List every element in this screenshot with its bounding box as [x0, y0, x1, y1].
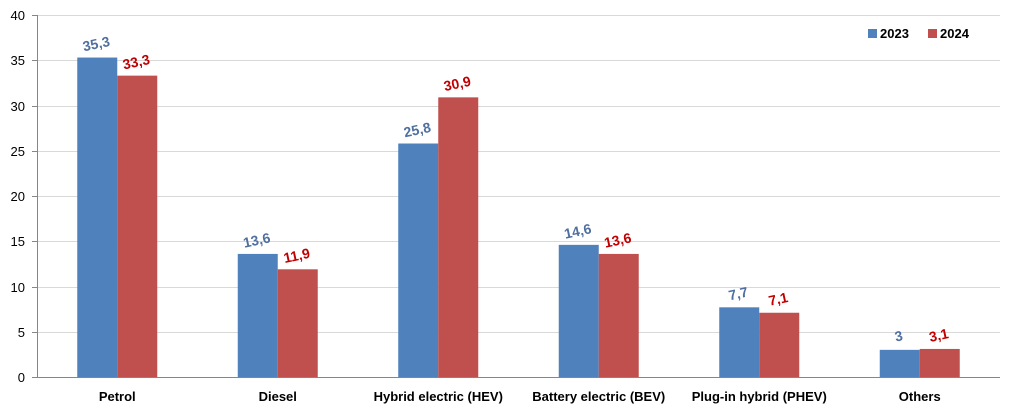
data-label-2024: 13,6 — [603, 229, 633, 250]
bar-2024 — [277, 269, 318, 377]
category-label: Plug-in hybrid (PHEV) — [692, 389, 827, 404]
bar-2023 — [237, 253, 278, 377]
y-tick-label: 0 — [18, 370, 25, 385]
data-label-2024: 3,1 — [928, 325, 951, 345]
gridlines — [37, 15, 1000, 333]
category-label: Diesel — [259, 389, 297, 404]
bar-2024 — [759, 312, 800, 377]
y-tick-label: 20 — [11, 189, 25, 204]
y-axis-ticks: 0 5 10 15 20 25 30 35 40 — [11, 8, 37, 385]
legend-swatch-2024 — [928, 29, 937, 38]
category-label: Battery electric (BEV) — [532, 389, 665, 404]
data-label-2023: 25,8 — [402, 119, 432, 140]
legend: 2023 2024 — [868, 26, 970, 41]
data-label-2024: 33,3 — [121, 51, 151, 72]
bar-2023 — [398, 143, 439, 377]
bar-2023 — [558, 244, 599, 377]
category-label: Hybrid electric (HEV) — [374, 389, 503, 404]
y-tick-label: 10 — [11, 280, 25, 295]
y-tick-label: 15 — [11, 234, 25, 249]
data-label-2024: 30,9 — [442, 73, 472, 94]
bar-2024 — [438, 97, 479, 377]
y-tick-label: 30 — [11, 99, 25, 114]
bar-2024 — [919, 348, 960, 377]
bar-2023 — [77, 57, 118, 377]
data-label-2024: 11,9 — [282, 245, 311, 266]
data-label-2023: 3 — [893, 327, 904, 344]
legend-swatch-2023 — [868, 29, 877, 38]
bar-2023 — [879, 349, 920, 377]
x-axis-categories: Petrol Diesel Hybrid electric (HEV) Battery… — [99, 389, 941, 404]
y-tick-label: 40 — [11, 8, 25, 23]
y-tick-label: 35 — [11, 53, 25, 68]
bars — [77, 57, 960, 377]
category-label: Petrol — [99, 389, 136, 404]
category-label: Others — [899, 389, 941, 404]
data-labels: 35,3 33,3 13,6 11,9 25,8 30,9 14,6 13,6 7,7 7,1 3 3… — [81, 33, 950, 345]
bar-2024 — [598, 253, 639, 377]
data-label-2023: 13,6 — [242, 229, 272, 250]
axes — [37, 15, 1000, 378]
bar-2023 — [719, 307, 760, 377]
bar-2024 — [117, 75, 158, 377]
data-label-2023: 14,6 — [563, 220, 593, 241]
y-tick-label: 25 — [11, 144, 25, 159]
legend-label-2023: 2023 — [880, 26, 909, 41]
legend-label-2024: 2024 — [940, 26, 970, 41]
data-label-2023: 7,7 — [727, 284, 750, 304]
data-label-2024: 7,1 — [767, 289, 790, 309]
data-label-2023: 35,3 — [81, 33, 111, 54]
y-tick-label: 5 — [18, 325, 25, 340]
